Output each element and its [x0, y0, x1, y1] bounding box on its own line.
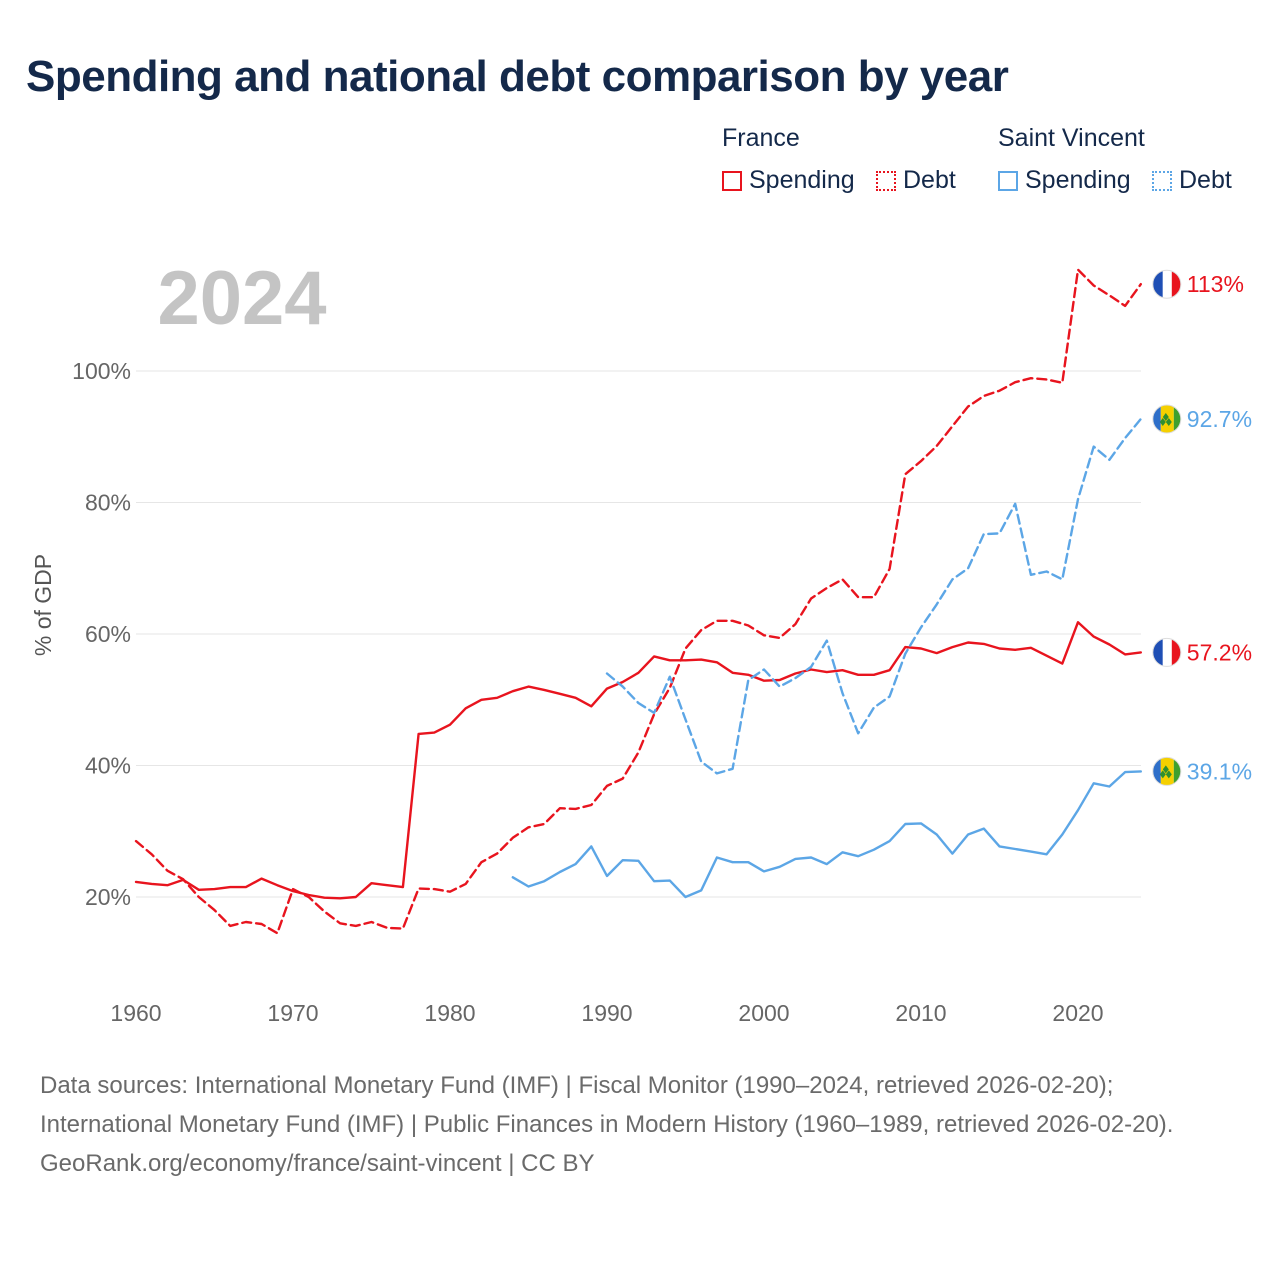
legend-group-france: France Spending Debt	[722, 124, 982, 204]
series-line-france-spending	[134, 621, 1143, 900]
x-tick-label: 1960	[110, 1000, 161, 1026]
legend-group-saint-vincent: Saint Vincent Spending Debt	[998, 124, 1258, 204]
legend-item-sv-spending[interactable]: Spending	[998, 166, 1131, 195]
y-tick-labels: 20% 40% 60% 80% 100%	[72, 358, 131, 910]
x-tick-labels: 1960 1970 1980 1990 2000 2010 2020	[110, 1000, 1103, 1026]
end-marker-sv-debt: 92.7%	[1152, 404, 1252, 434]
france-flag-icon	[1152, 270, 1181, 299]
legend-group-name-france: France	[722, 124, 800, 152]
footer-sources: Data sources: International Monetary Fun…	[40, 1072, 1174, 1138]
x-tick-label: 1970	[267, 1000, 318, 1026]
y-tick-label: 60%	[85, 621, 131, 647]
y-tick-label: 40%	[85, 753, 131, 779]
chart-title: Spending and national debt comparison by…	[26, 52, 1009, 101]
y-axis-label: % of GDP	[30, 554, 56, 656]
end-marker-sv-spending: 39.1%	[1152, 756, 1252, 786]
end-label-france-spending: 57.2%	[1187, 639, 1252, 665]
chart-plot: 2024 20% 40% 60% 80% 100% 1960 1970 1980 1990 20…	[30, 256, 1252, 1026]
saint-vincent-flag-icon	[1152, 404, 1181, 433]
x-tick-label: 1990	[581, 1000, 632, 1026]
legend-swatch-france-spending	[722, 170, 742, 191]
legend-item-sv-debt[interactable]: Debt	[1152, 166, 1232, 195]
y-tick-label: 80%	[85, 490, 131, 516]
series-line-saint-vincent-debt	[605, 417, 1143, 775]
x-tick-label: 2010	[895, 1000, 946, 1026]
y-tick-label: 20%	[85, 884, 131, 910]
saint-vincent-flag-icon	[1152, 757, 1181, 786]
legend-swatch-sv-debt	[1152, 170, 1172, 191]
gridlines	[136, 370, 1141, 898]
legend-label-sv-spending: Spending	[1025, 166, 1131, 194]
france-flag-icon	[1152, 638, 1181, 667]
x-tick-label: 2000	[738, 1000, 789, 1026]
legend-item-france-debt[interactable]: Debt	[876, 166, 956, 195]
x-tick-label: 1980	[424, 1000, 475, 1026]
end-label-france-debt: 113%	[1187, 271, 1244, 297]
end-marker-france-debt: 113%	[1152, 269, 1244, 299]
series-line-france-debt	[134, 268, 1143, 935]
footer-credit[interactable]: GeoRank.org/economy/france/saint-vincent…	[40, 1150, 595, 1177]
legend-label-france-debt: Debt	[903, 166, 956, 194]
legend-label-france-spending: Spending	[749, 166, 855, 194]
legend-swatch-sv-spending	[998, 170, 1018, 191]
legend-swatch-france-debt	[876, 170, 896, 191]
legend-item-france-spending[interactable]: Spending	[722, 166, 855, 195]
series-line-saint-vincent-spending	[511, 770, 1143, 899]
end-marker-france-spending: 57.2%	[1152, 637, 1252, 667]
series-lines	[134, 268, 1143, 935]
legend-label-sv-debt: Debt	[1179, 166, 1232, 194]
legend-group-name-saint-vincent: Saint Vincent	[998, 124, 1145, 152]
end-label-sv-debt: 92.7%	[1187, 406, 1252, 432]
year-label: 2024	[157, 256, 326, 341]
end-label-sv-spending: 39.1%	[1187, 758, 1252, 784]
y-tick-label: 100%	[72, 358, 131, 384]
footer: Data sources: International Monetary Fun…	[40, 1066, 1240, 1183]
x-tick-label: 2020	[1052, 1000, 1103, 1026]
